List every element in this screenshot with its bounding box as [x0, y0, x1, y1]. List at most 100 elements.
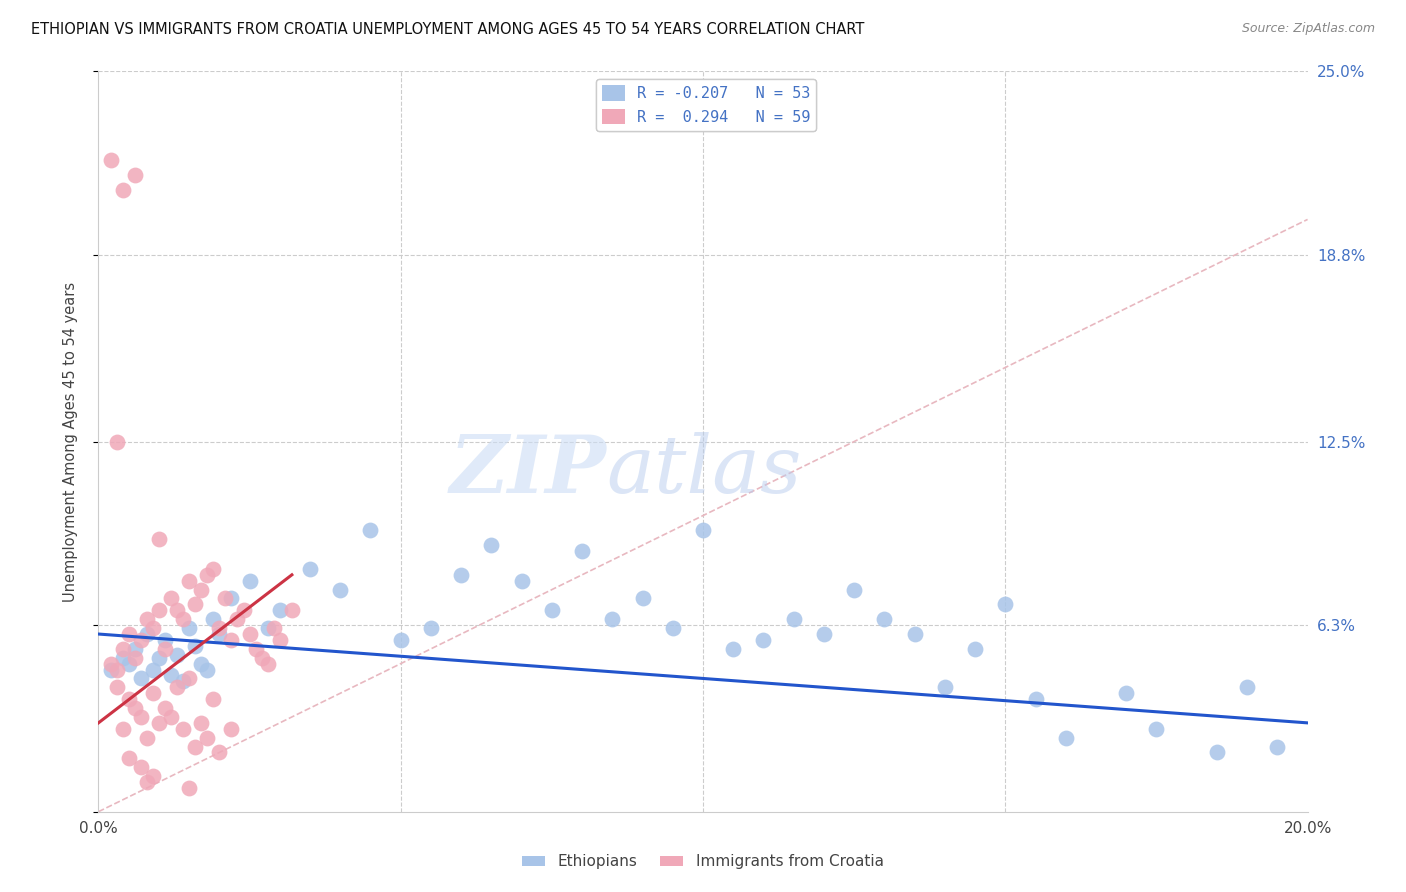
Point [195, 731, 218, 745]
Point [142, 686, 165, 700]
Point [179, 621, 201, 635]
Point [263, 621, 285, 635]
Point [481, 538, 503, 552]
Point [135, 612, 157, 626]
Point [124, 641, 146, 656]
Point [904, 627, 927, 641]
Point [208, 621, 231, 635]
Point [166, 648, 188, 662]
Point [1144, 722, 1167, 736]
Point [118, 657, 141, 671]
Point [844, 582, 866, 597]
Point [129, 672, 152, 686]
Point [148, 715, 170, 730]
Point [281, 603, 304, 617]
Point [184, 739, 207, 754]
Point [190, 582, 212, 597]
Point [118, 627, 141, 641]
Point [166, 681, 188, 695]
Point [153, 641, 176, 656]
Point [135, 627, 157, 641]
Point [221, 722, 243, 736]
Point [1236, 681, 1258, 695]
Point [148, 533, 170, 547]
Point [118, 692, 141, 706]
Text: ETHIOPIAN VS IMMIGRANTS FROM CROATIA UNEMPLOYMENT AMONG AGES 45 TO 54 YEARS CORR: ETHIOPIAN VS IMMIGRANTS FROM CROATIA UNE… [31, 22, 865, 37]
Point [142, 621, 165, 635]
Point [269, 632, 291, 647]
Point [124, 701, 146, 715]
Point [873, 612, 896, 626]
Point [135, 731, 157, 745]
Point [221, 591, 243, 606]
Point [184, 598, 207, 612]
Point [179, 672, 201, 686]
Point [124, 650, 146, 665]
Point [202, 562, 225, 576]
Point [256, 657, 278, 671]
Point [239, 574, 262, 588]
Point [129, 710, 152, 724]
Point [142, 663, 165, 677]
Point [723, 641, 745, 656]
Point [232, 603, 254, 617]
Point [661, 621, 683, 635]
Point [105, 681, 128, 695]
Point [105, 663, 128, 677]
Y-axis label: Unemployment Among Ages 45 to 54 years: Unemployment Among Ages 45 to 54 years [63, 282, 77, 601]
Point [172, 722, 194, 736]
Point [148, 650, 170, 665]
Point [118, 751, 141, 765]
Text: atlas: atlas [606, 433, 801, 510]
Point [360, 524, 382, 538]
Point [692, 524, 714, 538]
Point [245, 641, 267, 656]
Point [783, 612, 806, 626]
Point [166, 603, 188, 617]
Point [994, 598, 1017, 612]
Point [214, 591, 236, 606]
Point [142, 769, 165, 783]
Point [813, 627, 835, 641]
Point [221, 632, 243, 647]
Point [148, 603, 170, 617]
Point [111, 183, 134, 197]
Point [965, 641, 987, 656]
Point [179, 780, 201, 795]
Point [299, 562, 322, 576]
Point [389, 632, 412, 647]
Point [160, 710, 183, 724]
Point [631, 591, 654, 606]
Text: Source: ZipAtlas.com: Source: ZipAtlas.com [1241, 22, 1375, 36]
Point [208, 746, 231, 760]
Point [124, 168, 146, 182]
Point [111, 722, 134, 736]
Text: ZIP: ZIP [450, 433, 606, 510]
Point [1115, 686, 1137, 700]
Point [172, 674, 194, 689]
Point [1024, 692, 1046, 706]
Point [329, 582, 352, 597]
Point [100, 153, 122, 168]
Point [450, 567, 472, 582]
Point [179, 574, 201, 588]
Point [135, 775, 157, 789]
Point [190, 715, 212, 730]
Point [752, 632, 775, 647]
Legend: R = -0.207   N = 53, R =  0.294   N = 59: R = -0.207 N = 53, R = 0.294 N = 59 [596, 79, 817, 131]
Point [1267, 739, 1289, 754]
Point [111, 650, 134, 665]
Legend: Ethiopians, Immigrants from Croatia: Ethiopians, Immigrants from Croatia [516, 848, 890, 875]
Point [250, 650, 273, 665]
Point [105, 434, 128, 449]
Point [420, 621, 443, 635]
Point [571, 544, 593, 558]
Point [1054, 731, 1077, 745]
Point [510, 574, 533, 588]
Point [100, 663, 122, 677]
Point [1206, 746, 1229, 760]
Point [226, 612, 249, 626]
Point [195, 567, 218, 582]
Point [602, 612, 624, 626]
Point [540, 603, 562, 617]
